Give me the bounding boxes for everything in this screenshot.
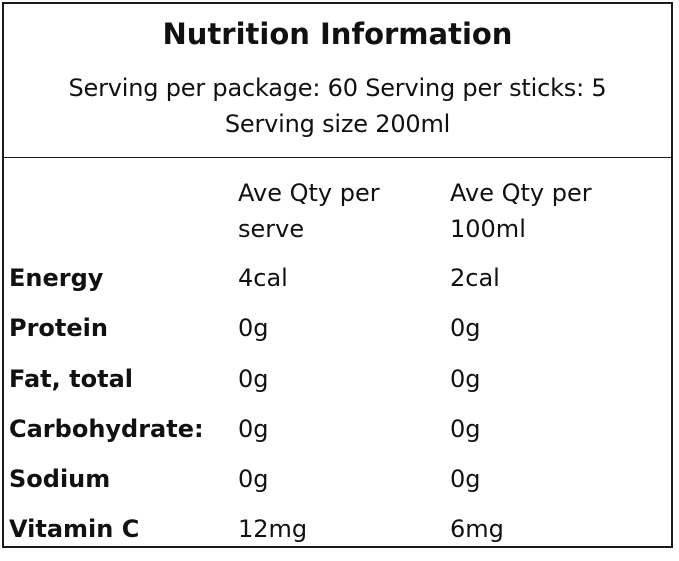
column-header-per-serve: Ave Qty per serve <box>238 179 380 243</box>
serving-per-package: Serving per package: 60 Serving per stic… <box>68 74 607 102</box>
nutrient-per-serve: 0g <box>238 365 269 393</box>
nutrient-per-100ml: 0g <box>450 465 481 493</box>
nutrient-per-100ml: 0g <box>450 314 481 342</box>
nutrient-name: Vitamin C <box>9 515 140 543</box>
table-row: Energy 4cal 2cal <box>4 260 671 310</box>
serving-size: Serving size 200ml <box>224 110 451 138</box>
nutrient-per-100ml: 0g <box>450 365 481 393</box>
nutrient-per-serve: 4cal <box>238 264 288 292</box>
nutrient-per-serve: 12mg <box>238 515 308 543</box>
column-header-per-100ml: Ave Qty per 100ml <box>450 179 592 243</box>
nutrition-panel: Nutrition Information Serving per packag… <box>2 2 673 548</box>
table-row: Sodium 0g 0g <box>4 461 671 511</box>
nutrient-per-100ml: 0g <box>450 415 481 443</box>
panel-header: Nutrition Information Serving per packag… <box>4 4 671 158</box>
table-row: Vitamin C 12mg 6mg <box>4 511 671 561</box>
nutrient-name: Energy <box>9 264 104 292</box>
nutrient-per-100ml: 6mg <box>450 515 504 543</box>
table-row: Protein 0g 0g <box>4 310 671 360</box>
nutrient-name: Fat, total <box>9 365 133 393</box>
nutrient-per-serve: 0g <box>238 314 269 342</box>
nutrient-name: Sodium <box>9 465 111 493</box>
nutrient-per-serve: 0g <box>238 465 269 493</box>
nutrient-name: Protein <box>9 314 108 342</box>
table-row: Fat, total 0g 0g <box>4 361 671 411</box>
table-row: Carbohydrate: 0g 0g <box>4 411 671 461</box>
nutrient-per-serve: 0g <box>238 415 269 443</box>
panel-title: Nutrition Information <box>162 17 513 51</box>
nutrient-per-100ml: 2cal <box>450 264 500 292</box>
nutrient-name: Carbohydrate: <box>9 415 204 443</box>
